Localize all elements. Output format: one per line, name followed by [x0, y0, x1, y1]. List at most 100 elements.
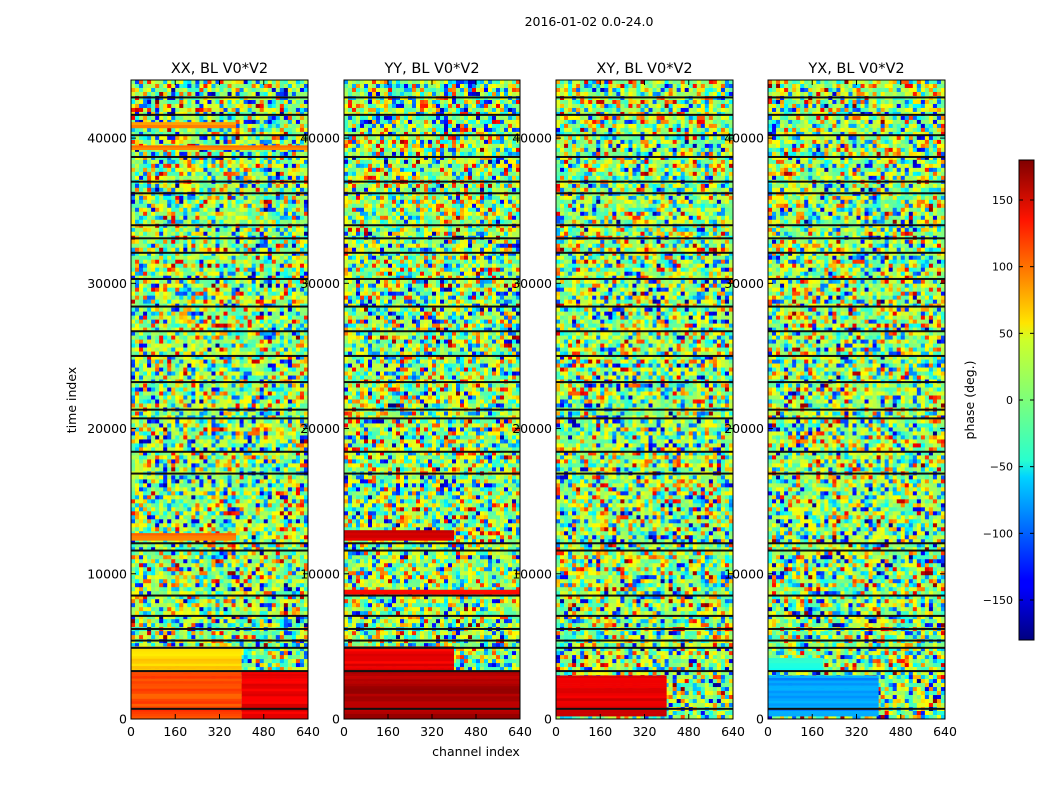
heat-cell — [167, 231, 172, 237]
heat-cell — [179, 219, 184, 225]
heat-cell — [143, 331, 148, 336]
heat-cell — [207, 103, 212, 109]
heat-cell — [163, 519, 168, 524]
heat-cell — [143, 431, 148, 436]
heat-cell — [259, 451, 265, 456]
heat-cell — [291, 455, 297, 460]
heat-cell — [175, 311, 180, 316]
heat-cell — [227, 339, 232, 344]
heat-cell — [199, 387, 204, 392]
heat-cell — [139, 131, 144, 137]
heat-cell — [295, 187, 301, 193]
heat-cell — [171, 467, 176, 472]
heat-cell — [171, 195, 176, 201]
heat-cell — [207, 371, 212, 376]
heat-cell — [195, 155, 200, 161]
heat-cell — [235, 227, 240, 233]
heat-cell — [135, 331, 140, 336]
heat-cell — [279, 239, 285, 245]
heat-cell — [139, 343, 144, 348]
heat-cell — [203, 155, 208, 161]
heat-cell — [131, 131, 136, 137]
heat-cell — [131, 335, 136, 340]
heat-cell — [135, 511, 140, 516]
heat-cell — [203, 183, 208, 189]
heat-cell — [139, 175, 144, 181]
heat-cell — [219, 527, 224, 532]
heat-cell — [255, 159, 261, 165]
heat-cell — [275, 411, 281, 416]
heat-cell — [251, 267, 256, 272]
heat-cell — [219, 411, 224, 416]
heat-cell — [251, 479, 256, 484]
heat-cell — [219, 307, 224, 312]
heat-cell — [167, 491, 172, 496]
heat-cell — [135, 455, 140, 460]
heat-cell — [295, 311, 301, 316]
heat-cell — [227, 523, 232, 528]
heat-cell — [287, 523, 293, 528]
heat-cell — [303, 199, 308, 205]
heat-cell — [203, 359, 208, 364]
heat-cell — [203, 483, 208, 488]
heat-cell — [287, 431, 293, 436]
heat-cell — [159, 271, 164, 276]
heat-cell — [139, 427, 144, 432]
heat-cell — [239, 211, 244, 217]
heat-cell — [279, 403, 285, 408]
heat-cell — [295, 131, 301, 137]
heat-cell — [227, 371, 232, 376]
heat-cell — [187, 155, 192, 161]
heat-cell — [175, 367, 180, 372]
heat-cell — [251, 319, 256, 324]
heat-cell — [155, 515, 160, 520]
heat-cell — [155, 139, 160, 145]
heat-cell — [267, 195, 273, 201]
heat-cell — [267, 175, 273, 181]
heat-cell — [207, 507, 212, 512]
heat-cell — [283, 255, 289, 261]
heat-cell — [135, 411, 140, 416]
heat-cell — [291, 151, 297, 157]
heat-cell — [131, 271, 136, 276]
heat-cell — [207, 459, 212, 464]
heat-cell — [131, 507, 136, 512]
heat-cell — [271, 399, 277, 404]
heat-cell — [159, 171, 164, 177]
heat-cell — [247, 287, 252, 292]
heat-cell — [139, 247, 144, 253]
heat-cell — [155, 167, 160, 173]
heat-cell — [147, 87, 152, 93]
heat-cell — [199, 139, 204, 145]
heat-cell — [191, 523, 196, 528]
heat-cell — [283, 335, 289, 340]
heat-cell — [255, 103, 261, 109]
heat-cell — [131, 339, 136, 344]
heat-cell — [191, 151, 196, 157]
heat-cell — [199, 115, 204, 121]
heat-cell — [215, 391, 220, 396]
heat-cell — [291, 87, 297, 93]
heat-cell — [227, 335, 232, 340]
heat-cell — [143, 515, 148, 520]
heat-cell — [199, 187, 204, 193]
heat-cell — [279, 127, 285, 133]
heat-cell — [255, 431, 261, 436]
heat-cell — [227, 463, 232, 468]
heat-cell — [231, 475, 236, 480]
heat-cell — [143, 395, 148, 400]
heat-cell — [135, 299, 140, 304]
heat-cell — [159, 311, 164, 316]
heat-cell — [227, 395, 232, 400]
heat-cell — [279, 131, 285, 137]
heat-cell — [151, 151, 156, 157]
heat-cell — [259, 83, 265, 89]
heat-cell — [243, 387, 248, 392]
heat-cell — [147, 91, 152, 97]
heat-cell — [171, 119, 176, 125]
heat-cell — [131, 395, 136, 400]
heat-cell — [235, 319, 240, 324]
heat-cell — [139, 215, 144, 221]
heat-cell — [131, 215, 136, 221]
heat-cell — [235, 247, 240, 253]
